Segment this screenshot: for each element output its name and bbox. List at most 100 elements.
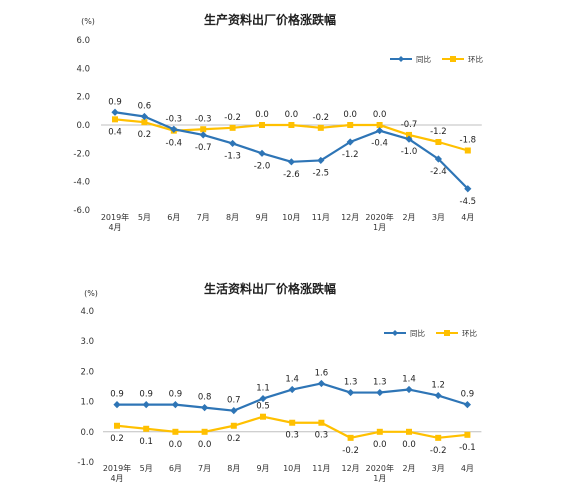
chart-2-data-label-mom: 0.1 [139,437,153,447]
chart-1-y-tick-label: 6.0 [76,36,90,46]
chart-2-legend-mom: 环比 [462,328,477,338]
chart-1-x-tick-label: 11月 [312,213,330,222]
chart-2-x-tick-label: 3月 [432,464,445,473]
chart-1-data-label-yoy: 0.6 [138,102,152,112]
chart-2-point-yoy [230,407,238,415]
chart-2-data-label-mom: 0.0 [169,440,183,450]
chart-2-data-label-yoy: 0.9 [169,390,183,400]
chart-1-point-mom [406,131,412,138]
chart-1-x-tick-sublabel: 1月 [373,223,386,232]
chart-2-data-label-yoy: 1.3 [373,378,387,388]
chart-1-unit-label: (%) [81,17,95,26]
chart-1-legend-yoy-marker [398,56,404,62]
chart-1-y-tick-label: 2.0 [76,93,90,103]
chart-2-legend-yoy: 同比 [410,328,425,338]
chart-1-data-label-mom: 0.0 [285,110,299,120]
chart-1-data-label-yoy: -1.3 [224,151,241,161]
chart-1-data-label-mom: -0.4 [166,139,183,149]
chart-2-x-tick-label: 2020年 [366,463,394,473]
chart-1-point-yoy [405,135,413,143]
chart-1-data-label-yoy: -2.4 [430,167,447,177]
chart-2-x-tick-label: 8月 [227,464,240,473]
chart-2-data-label-yoy: 1.2 [431,381,445,391]
chart-2-point-yoy [201,404,209,412]
chart-2-data-label-mom: 0.5 [256,402,270,412]
chart-1-data-label-yoy: -0.3 [166,114,183,124]
chart-2-point-mom [435,434,442,441]
chart-1-point-mom [347,122,354,128]
chart-2-x-tick-label: 2月 [402,464,415,473]
chart-2-point-yoy [288,385,296,394]
chart-1-point-yoy [376,127,384,135]
chart-2-x-tick-label: 6月 [169,464,182,473]
chart-1-point-yoy [170,125,178,133]
chart-2-data-label-mom: -0.2 [430,446,447,456]
chart-1-point-yoy [434,155,442,163]
chart-2-point-mom [230,422,237,429]
chart-1-x-tick-sublabel: 4月 [108,223,121,232]
chart-2-x-tick-label: 7月 [198,464,211,473]
chart-1-x-tick-label: 6月 [167,213,180,222]
chart-1-data-label-yoy: -4.5 [460,197,477,207]
chart-2-data-label-yoy: 1.3 [344,378,358,388]
chart-1-point-mom [464,147,471,154]
chart-2-x-tick-label: 9月 [256,464,269,473]
chart-1-x-tick-label: 5月 [138,213,151,222]
chart-1-x-tick-label: 10月 [282,213,300,222]
chart-2-data-label-yoy: 0.8 [198,393,212,403]
chart-2-point-mom [464,431,471,438]
chart-1-point-mom [112,116,118,123]
chart-2-data-label-yoy: 0.9 [461,390,475,400]
chart-2-point-yoy [317,379,325,388]
chart-2-data-label-mom: -0.2 [342,446,359,456]
chart-1-x-tick-label: 9月 [255,213,268,222]
chart-2-data-label-mom: 0.2 [110,434,124,444]
chart-2-data-label-yoy: 1.4 [402,375,416,385]
chart-2-data-label-yoy: 1.6 [315,368,329,378]
chart-2-title: 生活资料出厂价格涨跌幅 [204,281,336,296]
chart-2-data-label-mom: 0.0 [198,440,212,450]
chart-1-point-yoy [287,158,295,166]
chart-1-data-label-mom: 0.4 [108,127,122,137]
chart-2-x-tick-label: 5月 [140,464,153,473]
chart-2-legend-yoy-marker [392,330,398,336]
chart-2-point-mom [376,428,383,435]
chart-2-unit-label: (%) [84,289,98,298]
chart-2-y-tick-label: 2.0 [80,367,94,377]
chart-2-y-tick-label: 3.0 [80,337,94,347]
chart-1-point-mom [435,139,442,145]
chart-2-x-tick-label: 4月 [461,464,474,473]
chart-2-point-yoy [405,385,413,394]
chart-2-data-label-mom: 0.0 [402,440,416,450]
chart-2-y-tick-label: 1.0 [80,398,94,408]
chart-1-x-tick-label: 4月 [461,213,474,222]
chart-2-point-yoy [347,388,355,397]
chart-2-point-yoy [113,401,121,409]
chart-2-point-mom [201,428,208,435]
chart-1-data-label-mom: -1.8 [460,136,477,146]
chart-1-x-tick-label: 2019年 [101,212,129,222]
chart-1-point-mom [317,124,324,131]
chart-1-legend-mom-marker [450,56,456,62]
chart-2-data-label-yoy: 1.4 [285,375,299,385]
chart-1-legend-mom: 环比 [468,54,483,64]
chart-1-point-yoy [229,139,237,148]
chart-2-data-label-yoy: 0.9 [110,390,124,400]
chart-2-x-tick-label: 11月 [312,464,330,473]
chart-1-x-tick-label: 12月 [341,213,359,222]
chart-1-data-label-yoy: 0.9 [108,97,122,107]
chart-1-data-label-mom: -0.2 [224,113,241,123]
chart-2-data-label-mom: 0.3 [285,431,299,441]
chart-2-point-mom [172,428,179,435]
chart-1-data-label-yoy: -0.7 [195,143,212,153]
chart-1-x-tick-label: 7月 [197,213,210,222]
chart-2-point-yoy [171,401,179,409]
chart-1-point-mom [200,126,207,133]
chart-1-point-yoy [199,131,207,139]
chart-1-data-label-mom: -0.2 [313,113,330,123]
chart-1-point-yoy [111,108,119,116]
chart-2-x-tick-sublabel: 4月 [110,474,123,483]
chart-1-point-yoy [464,185,472,193]
chart-2-data-label-yoy: 0.7 [227,396,241,406]
